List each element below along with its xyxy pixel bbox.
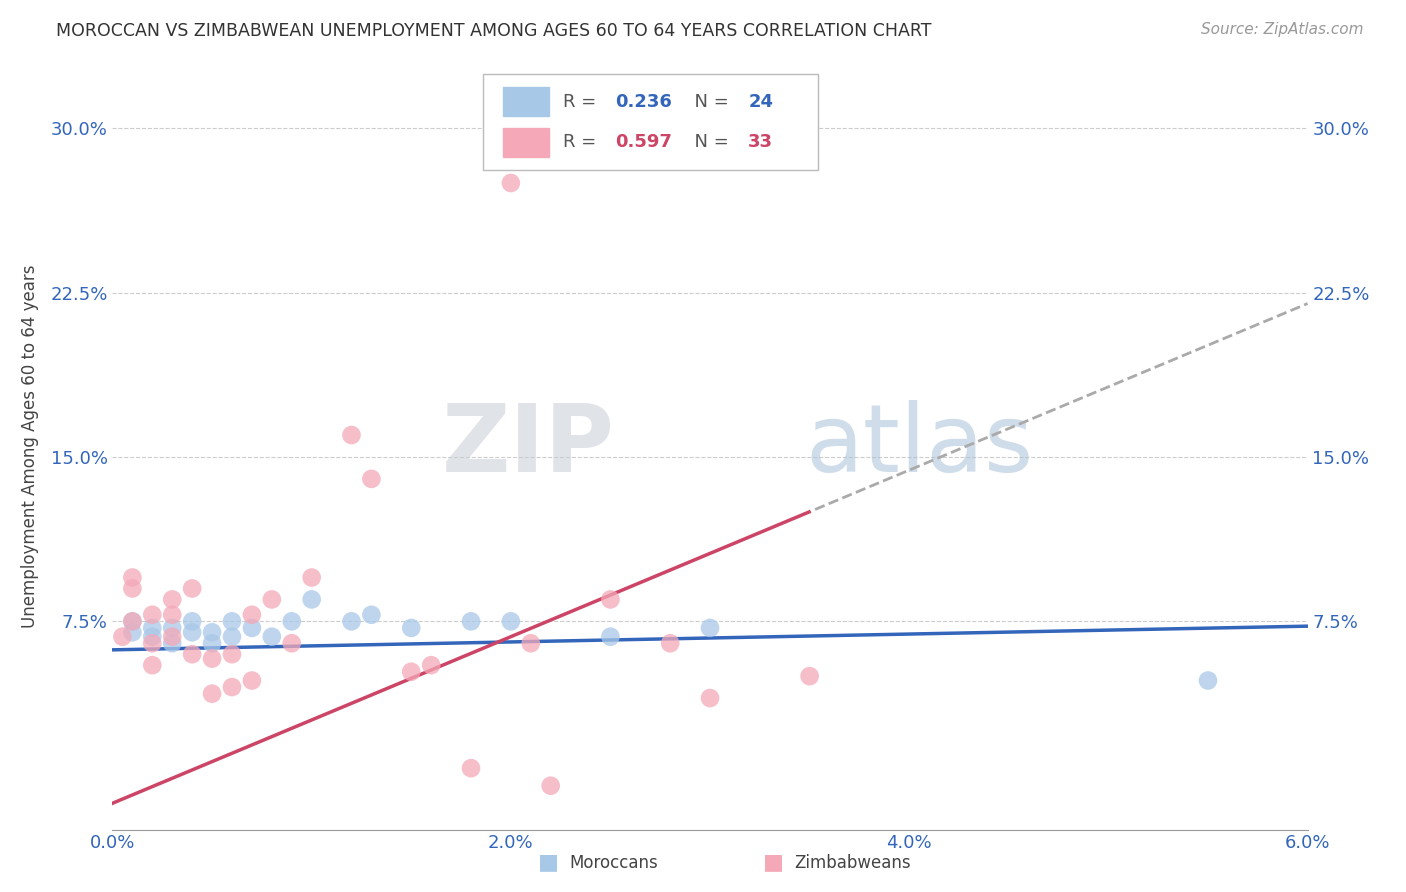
Point — [181, 582, 204, 596]
Text: N =: N = — [682, 93, 734, 111]
Point — [301, 570, 323, 584]
Point — [1197, 673, 1219, 688]
Point — [520, 636, 543, 650]
Point — [162, 607, 183, 622]
Point — [281, 615, 304, 629]
Text: Source: ZipAtlas.com: Source: ZipAtlas.com — [1201, 22, 1364, 37]
Point — [221, 630, 243, 644]
Point — [240, 621, 263, 635]
Text: 24: 24 — [748, 93, 773, 111]
Text: 33: 33 — [748, 133, 773, 152]
FancyBboxPatch shape — [484, 74, 818, 169]
Point — [201, 651, 224, 665]
Point — [360, 607, 382, 622]
Point — [401, 665, 423, 679]
Point — [699, 691, 721, 706]
Point — [221, 615, 243, 629]
Point — [340, 428, 363, 442]
Point — [420, 658, 443, 673]
Point — [141, 630, 163, 644]
Bar — [503, 128, 548, 157]
Point — [201, 625, 224, 640]
Point — [162, 621, 183, 635]
Point — [240, 673, 263, 688]
Point — [201, 636, 224, 650]
Point — [281, 636, 304, 650]
Point — [121, 615, 143, 629]
Point — [499, 615, 522, 629]
Point — [499, 176, 522, 190]
Text: N =: N = — [682, 133, 734, 152]
Text: 0.236: 0.236 — [616, 93, 672, 111]
Point — [181, 647, 204, 661]
Point — [141, 607, 163, 622]
Point — [599, 630, 621, 644]
Bar — [503, 87, 548, 116]
Point — [301, 592, 323, 607]
Point — [460, 761, 482, 775]
Point — [181, 615, 204, 629]
Text: atlas: atlas — [806, 400, 1033, 492]
Point — [162, 592, 183, 607]
Point — [121, 615, 143, 629]
Point — [799, 669, 821, 683]
Text: ■: ■ — [538, 853, 558, 872]
Point — [699, 621, 721, 635]
Point — [340, 615, 363, 629]
Point — [162, 630, 183, 644]
Point — [121, 582, 143, 596]
Point — [460, 615, 482, 629]
Point — [141, 658, 163, 673]
Point — [401, 621, 423, 635]
Text: ZIP: ZIP — [441, 400, 614, 492]
Text: R =: R = — [562, 93, 602, 111]
Y-axis label: Unemployment Among Ages 60 to 64 years: Unemployment Among Ages 60 to 64 years — [21, 264, 39, 628]
Point — [260, 630, 283, 644]
Point — [141, 621, 163, 635]
Point — [121, 570, 143, 584]
Point — [111, 630, 134, 644]
Point — [221, 680, 243, 694]
Point — [260, 592, 283, 607]
Text: MOROCCAN VS ZIMBABWEAN UNEMPLOYMENT AMONG AGES 60 TO 64 YEARS CORRELATION CHART: MOROCCAN VS ZIMBABWEAN UNEMPLOYMENT AMON… — [56, 22, 932, 40]
Text: 0.597: 0.597 — [616, 133, 672, 152]
Text: R =: R = — [562, 133, 602, 152]
Point — [162, 636, 183, 650]
Point — [121, 625, 143, 640]
Point — [360, 472, 382, 486]
Text: Zimbabweans: Zimbabweans — [794, 855, 911, 872]
Text: Moroccans: Moroccans — [569, 855, 658, 872]
Point — [659, 636, 682, 650]
Point — [599, 592, 621, 607]
Text: ■: ■ — [763, 853, 783, 872]
Point — [141, 636, 163, 650]
Point — [540, 779, 562, 793]
Point — [240, 607, 263, 622]
Point — [201, 687, 224, 701]
Point — [221, 647, 243, 661]
Point — [181, 625, 204, 640]
